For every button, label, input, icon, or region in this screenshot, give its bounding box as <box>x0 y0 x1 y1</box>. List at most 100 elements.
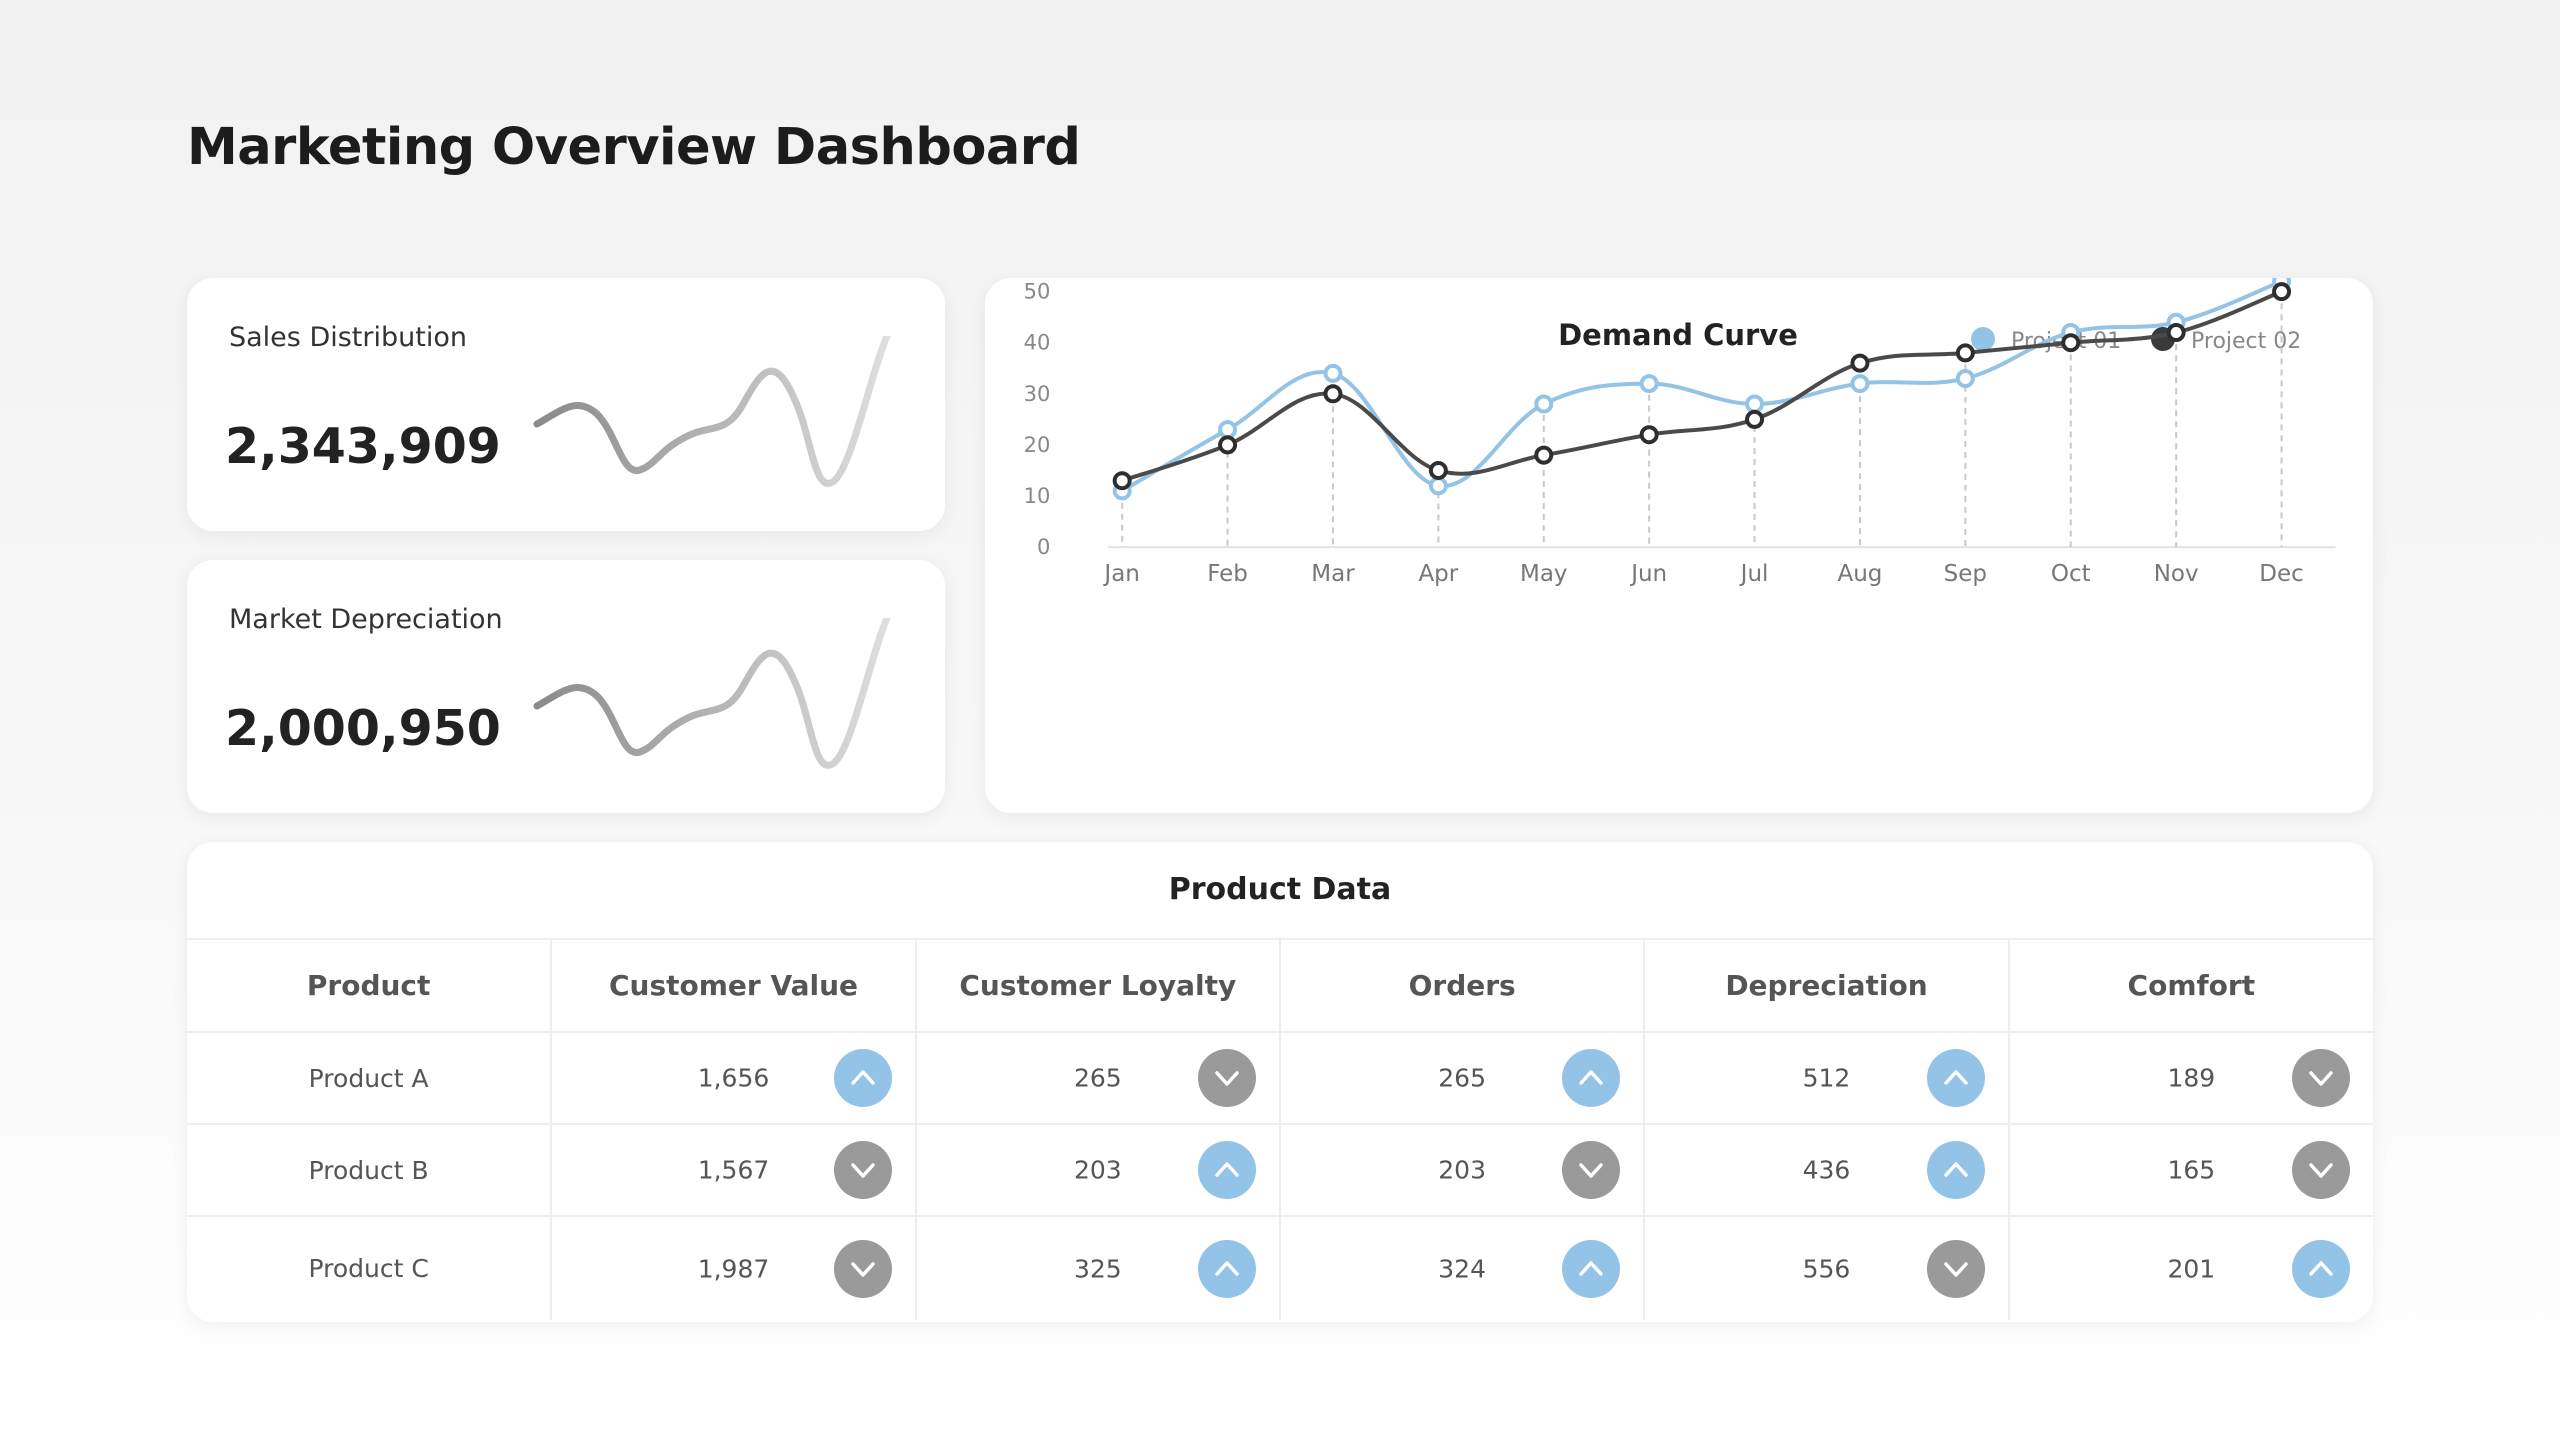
trend-down-icon <box>2292 1141 2350 1199</box>
page-title: Marketing Overview Dashboard <box>187 118 1081 177</box>
product-name-cell: Product C <box>187 1215 553 1320</box>
value-cell: 556 <box>1643 1215 2010 1320</box>
trend-down-icon <box>1197 1049 1256 1107</box>
column-header-customer-value: Customer Value <box>550 938 917 1033</box>
column-header-depreciation: Depreciation <box>1643 938 2010 1033</box>
product-name-cell: Product A <box>187 1031 553 1125</box>
cell-value: 325 <box>1073 1254 1122 1283</box>
data-point <box>1323 384 1343 404</box>
value-cell: 1,567 <box>550 1123 917 1217</box>
cell-value: 1,656 <box>697 1063 770 1093</box>
x-tick-label: Mar <box>1311 561 1355 587</box>
trend-down-icon <box>2292 1049 2350 1107</box>
value-cell: 1,987 <box>550 1215 917 1320</box>
product-table: Product Customer Value Customer Loyalty … <box>187 938 2373 1320</box>
y-tick-label: 40 <box>1024 331 1051 355</box>
cell-value: 201 <box>2167 1254 2216 1283</box>
kpi-label: Market Depreciation <box>229 604 503 635</box>
table-row: Product A 1,656 265 265 512 189 <box>187 1031 2373 1125</box>
cell-value: 165 <box>2167 1155 2216 1185</box>
cell-value: 512 <box>1802 1063 1851 1093</box>
data-point <box>1323 363 1343 383</box>
sparkline-chart <box>533 336 891 487</box>
cell-value: 203 <box>1438 1155 1486 1185</box>
data-point <box>1850 374 1870 394</box>
value-cell: 203 <box>1278 1123 1646 1217</box>
trend-up-icon <box>1926 1141 1985 1199</box>
kpi-label: Sales Distribution <box>229 322 467 353</box>
chart-title: Demand Curve <box>1558 318 1798 352</box>
data-point <box>1745 409 1765 429</box>
value-cell: 325 <box>914 1215 1281 1320</box>
data-point <box>1955 368 1975 388</box>
demand-curve-card: Demand Curve Project 01 Project 02 0 10 20… <box>985 278 2373 813</box>
x-tick-label: Dec <box>2259 561 2304 587</box>
data-point <box>1639 374 1659 394</box>
data-point <box>1745 394 1765 414</box>
data-point <box>1112 471 1132 491</box>
value-cell: 189 <box>2007 1031 2373 1125</box>
cell-value: 203 <box>1073 1155 1122 1185</box>
trend-up-icon <box>1562 1049 1621 1107</box>
kpi-value: 2,343,909 <box>225 418 501 475</box>
cell-value: 189 <box>2167 1063 2216 1093</box>
trend-down-icon <box>833 1239 892 1298</box>
series-line-1 <box>1121 279 2283 493</box>
table-row: Product C 1,987 325 324 556 201 <box>187 1215 2373 1320</box>
sparkline-chart <box>533 618 891 769</box>
data-point <box>1218 435 1238 455</box>
chart-plot-area: 0102030405060JanFebMarAprMayJunJulAugSep… <box>1024 278 2336 587</box>
table-title: Product Data <box>1168 872 1392 907</box>
x-tick-label: Nov <box>2154 561 2199 587</box>
trend-up-icon <box>1197 1239 1256 1298</box>
cell-value: 265 <box>1438 1063 1486 1093</box>
y-tick-label: 10 <box>1024 484 1051 508</box>
trend-up-icon <box>1926 1049 1985 1107</box>
table-header-row: Product Customer Value Customer Loyalty … <box>187 938 2373 1033</box>
trend-up-icon <box>1562 1239 1621 1298</box>
cell-value: 436 <box>1802 1155 1851 1185</box>
column-header-comfort: Comfort <box>2007 938 2373 1033</box>
y-tick-label: 0 <box>1037 535 1050 559</box>
cell-value: 324 <box>1438 1254 1486 1283</box>
value-cell: 1,656 <box>550 1031 917 1125</box>
sparkline-line <box>533 336 891 487</box>
data-point <box>2272 282 2292 302</box>
x-tick-label: May <box>1520 561 1568 587</box>
column-header-product: Product <box>187 938 553 1033</box>
trend-down-icon <box>1926 1239 1985 1298</box>
trend-down-icon <box>1562 1141 1621 1199</box>
x-tick-label: Feb <box>1207 561 1248 587</box>
value-cell: 324 <box>1278 1215 1646 1320</box>
data-point <box>1428 476 1448 496</box>
cell-value: 556 <box>1802 1254 1851 1283</box>
y-tick-label: 30 <box>1024 382 1051 406</box>
trend-up-icon <box>1197 1141 1256 1199</box>
value-cell: 512 <box>1643 1031 2010 1125</box>
trend-up-icon <box>2292 1239 2350 1298</box>
sparkline-line <box>533 618 891 769</box>
column-header-orders: Orders <box>1278 938 1646 1033</box>
data-point <box>1534 394 1554 414</box>
x-tick-label: Apr <box>1418 561 1458 587</box>
demand-curve-chart: Demand Curve Project 01 Project 02 01020… <box>1024 278 2336 587</box>
legend-marker-project01 <box>1971 327 1995 351</box>
data-point <box>1639 425 1659 445</box>
value-cell: 265 <box>1278 1031 1646 1125</box>
y-tick-label: 50 <box>1024 280 1051 304</box>
data-point <box>1218 420 1238 440</box>
legend-label-project02: Project 02 <box>2191 329 2301 354</box>
value-cell: 203 <box>914 1123 1281 1217</box>
cell-value: 265 <box>1073 1063 1122 1093</box>
data-point <box>1850 353 1870 373</box>
product-name-cell: Product B <box>187 1123 553 1217</box>
trend-down-icon <box>833 1141 892 1199</box>
data-point <box>2166 322 2186 342</box>
x-tick-label: Jul <box>1739 561 1769 587</box>
x-tick-label: Oct <box>2051 561 2091 587</box>
market-depreciation-card: Market Depreciation 2,000,950 <box>187 560 945 813</box>
trend-up-icon <box>833 1049 892 1107</box>
data-point <box>1428 460 1448 480</box>
value-cell: 201 <box>2007 1215 2373 1320</box>
kpi-value: 2,000,950 <box>225 700 501 757</box>
